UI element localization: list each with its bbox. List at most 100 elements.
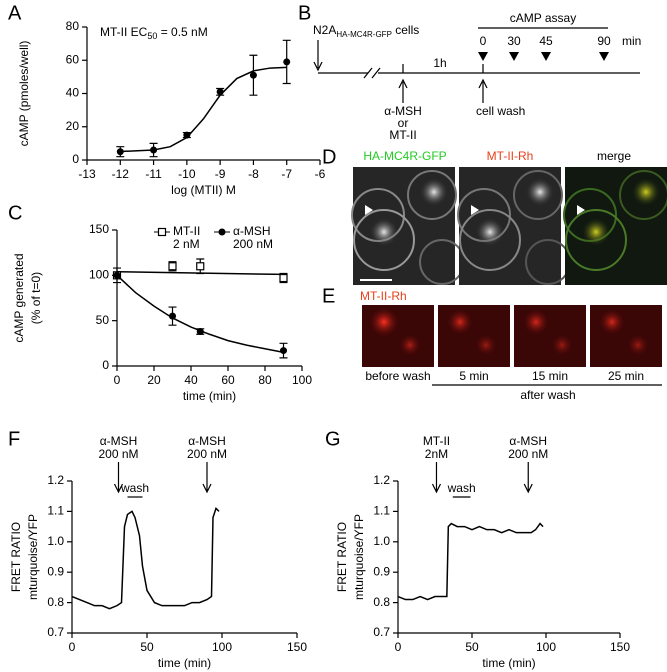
timeline-diagram: N2AHA-MC4R-GFP cells 1h α-MSH or MT-II c… bbox=[313, 11, 641, 142]
x-tick-label: -13 bbox=[78, 167, 96, 181]
live-imaging-panel: MT-II-Rh before wash 5 min 15 min 25 min… bbox=[360, 289, 662, 402]
x-tick-label: 0 bbox=[69, 640, 76, 654]
channel-label: merge bbox=[597, 149, 631, 163]
cells-text: N2A bbox=[313, 23, 336, 37]
y-tick-label: 1.0 bbox=[47, 534, 64, 548]
fit-curve bbox=[116, 274, 284, 354]
arrow-head bbox=[398, 78, 408, 89]
y-tick-label: 1.2 bbox=[373, 473, 390, 487]
marker bbox=[249, 71, 257, 79]
marker bbox=[218, 228, 226, 236]
x-axis-label: log (MTII) M bbox=[171, 183, 236, 197]
x-tick-label: 40 bbox=[184, 373, 198, 387]
chart: 0 50 100 150 0 20 40 60 80 100 time (min) cAMP gene… bbox=[12, 222, 312, 403]
micrograph bbox=[457, 167, 571, 285]
marker bbox=[279, 273, 288, 283]
event-label: 200 nM bbox=[508, 447, 548, 461]
micrograph bbox=[514, 305, 586, 367]
x-tick-label: 150 bbox=[610, 640, 630, 654]
cells-subscript: HA-MC4R-GFP bbox=[336, 30, 392, 39]
marker bbox=[216, 88, 224, 96]
x-tick-label: -12 bbox=[112, 167, 130, 181]
event-label: α-MSH bbox=[509, 434, 547, 448]
cells-text: cells bbox=[392, 23, 419, 37]
x-tick-label: 100 bbox=[292, 373, 312, 387]
event-label: 200 nM bbox=[187, 447, 227, 461]
marker bbox=[196, 328, 204, 336]
arrow-head bbox=[313, 61, 323, 72]
x-tick-label: 20 bbox=[147, 373, 161, 387]
y-tick-label: 150 bbox=[89, 222, 109, 236]
wash-label: wash bbox=[447, 481, 476, 495]
event-arrow bbox=[523, 462, 533, 494]
micrograph bbox=[351, 167, 465, 285]
marker bbox=[283, 58, 291, 66]
y-tick-label: 1.0 bbox=[373, 534, 390, 548]
treatment-label: or bbox=[398, 116, 409, 130]
x-tick-label: 80 bbox=[258, 373, 272, 387]
micrograph bbox=[438, 305, 510, 367]
y-tick-label: 100 bbox=[89, 268, 109, 282]
marker bbox=[113, 271, 121, 279]
frame-label: 25 min bbox=[608, 369, 644, 383]
panel-label: G bbox=[325, 428, 341, 450]
event-label: MT-II bbox=[423, 434, 450, 448]
time-label: 90 bbox=[597, 34, 611, 48]
wash-label: wash bbox=[120, 481, 149, 495]
x-tick-label: -6 bbox=[315, 167, 326, 181]
annotation-part: = 0.5 nM bbox=[157, 25, 207, 39]
x-tick-label: 60 bbox=[221, 373, 235, 387]
y-tick-label: 0.9 bbox=[47, 564, 64, 578]
y-axis-label: cAMP (pmoles/well) bbox=[17, 41, 31, 147]
y-tick-label: 20 bbox=[66, 119, 80, 133]
axis-break bbox=[363, 67, 373, 79]
chart: 0.7 0.8 0.9 1.0 1.1 1.2 0 50 100 150 time (min) FRE… bbox=[335, 434, 630, 670]
y-tick-label: 0.8 bbox=[373, 595, 390, 609]
panel-label: C bbox=[8, 202, 22, 224]
arrowheads bbox=[365, 205, 585, 215]
x-tick-label: 150 bbox=[287, 640, 307, 654]
panel-label: E bbox=[322, 285, 335, 307]
frame-label: before wash bbox=[365, 369, 430, 383]
y-tick-label: 0 bbox=[72, 152, 79, 166]
annotation-part: 50 bbox=[147, 31, 157, 41]
y-tick-label: 0.7 bbox=[373, 625, 390, 639]
y-tick-label: 0.7 bbox=[47, 625, 64, 639]
x-tick-label: -7 bbox=[281, 167, 292, 181]
fit-curve bbox=[120, 66, 287, 153]
y-axis-label: (% of t=0) bbox=[29, 272, 43, 324]
event-arrow bbox=[113, 462, 124, 494]
x-tick-label: 50 bbox=[465, 640, 479, 654]
legend-label: 2 nM bbox=[173, 237, 200, 251]
legend-label: MT-II bbox=[173, 224, 200, 238]
event-arrow bbox=[431, 462, 442, 494]
x-axis-label: time (min) bbox=[482, 656, 535, 670]
y-tick-label: 40 bbox=[66, 86, 80, 100]
event-label: 200 nM bbox=[98, 447, 138, 461]
wash-label: cell wash bbox=[476, 104, 525, 118]
marker bbox=[116, 148, 124, 156]
axis-break bbox=[371, 67, 381, 79]
y-axis-label: mturquoise/YFP bbox=[352, 514, 366, 600]
x-tick-label: 0 bbox=[114, 373, 121, 387]
panel-title: MT-II-Rh bbox=[360, 289, 407, 303]
panel-label: B bbox=[298, 2, 311, 24]
arrow-head bbox=[478, 78, 488, 89]
panel-label: A bbox=[8, 2, 22, 24]
trace bbox=[397, 522, 544, 601]
micrograph bbox=[362, 305, 434, 367]
marker bbox=[280, 347, 287, 355]
sample-markers bbox=[478, 52, 609, 61]
y-axis-label: FRET RATIO bbox=[335, 522, 349, 592]
time-label: 30 bbox=[507, 34, 521, 48]
panel-label: D bbox=[322, 146, 336, 168]
micrograph bbox=[590, 305, 662, 367]
event-label: α-MSH bbox=[188, 434, 226, 448]
x-tick-label: -9 bbox=[215, 167, 226, 181]
x-tick-label: 100 bbox=[212, 640, 232, 654]
marker bbox=[157, 227, 167, 237]
group-label: after wash bbox=[520, 388, 575, 402]
y-tick-label: 1.2 bbox=[47, 473, 64, 487]
frame-label: 15 min bbox=[532, 369, 568, 383]
